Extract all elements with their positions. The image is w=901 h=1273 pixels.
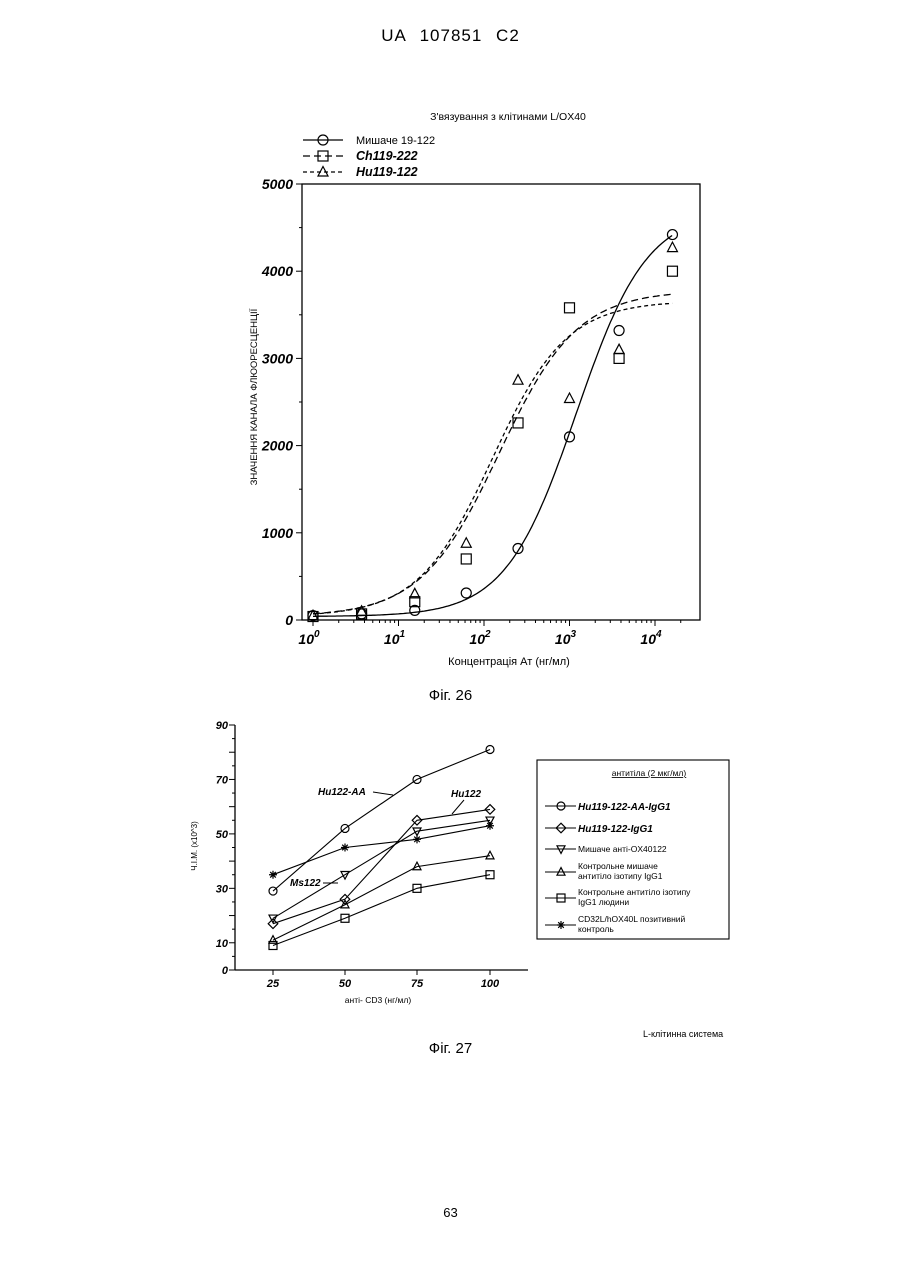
- x-tick-label: 104: [640, 629, 662, 647]
- x-tick-label: 100: [298, 629, 320, 647]
- data-point: [667, 266, 677, 276]
- legend-label: Hu119-122: [356, 165, 418, 179]
- data-point: [486, 822, 494, 830]
- legend-label: Контрольне антитіло ізотипуIgG1 людини: [578, 887, 691, 907]
- legend-label: Ch119-222: [356, 149, 418, 163]
- series-line: [273, 750, 490, 892]
- axes: 0 1000 2000 3000 4000 5000 100 101 102 103 104: [261, 176, 681, 647]
- legend-label: Контрольне мишачеантитіло ізотипу IgG1: [578, 861, 663, 881]
- data-points: [268, 746, 495, 950]
- annotations: Hu122-AA Hu122 Ms122: [290, 787, 481, 889]
- fit-curves: [313, 236, 672, 617]
- cell-system-note: L-клітинна система: [643, 1029, 723, 1039]
- data-point: [565, 303, 575, 313]
- series-line: [273, 856, 490, 940]
- y-tick-label: 90: [216, 720, 229, 732]
- fit-curve: [313, 303, 672, 614]
- data-point: [413, 835, 421, 843]
- y-tick-label: 2000: [261, 438, 293, 454]
- data-point: [614, 325, 624, 335]
- axes: 0 10 30 50 70 90 25 50 75 100: [216, 720, 528, 990]
- figure-26-chart: З'вязування з клітинами L/OX40 Мишаче 19…: [0, 0, 901, 700]
- fit-curve: [313, 294, 672, 614]
- legend-label: Hu119-122-AA-IgG1: [578, 802, 671, 813]
- x-axis-label: Концентрація Ат (нг/мл): [448, 656, 570, 668]
- data-point: [461, 588, 471, 598]
- annotation-leader: [373, 792, 393, 795]
- legend-marker: [557, 846, 565, 854]
- chart-title: З'вязування з клітинами L/OX40: [430, 111, 586, 123]
- y-tick-label: 70: [216, 774, 229, 786]
- data-point: [565, 393, 575, 403]
- data-point: [513, 375, 523, 385]
- legend-marker: [318, 167, 328, 177]
- data-point: [341, 844, 349, 852]
- data-point: [667, 242, 677, 252]
- data-point: [667, 230, 677, 240]
- figure-27-chart: 01030507090255075100 Hu122-AAHu122Ms122 …: [0, 700, 901, 1020]
- chart-legend: антитіла (2 мкг/мл) Hu119-122-AA-IgG1 Hu11…: [545, 768, 691, 934]
- y-tick-label: 10: [216, 938, 229, 950]
- series-line: [273, 826, 490, 875]
- x-tick-label: 50: [339, 978, 352, 990]
- x-axis-label: анті- CD3 (нг/мл): [345, 995, 412, 1005]
- annotation-label: Hu122: [451, 789, 481, 800]
- y-tick-label: 30: [216, 883, 229, 895]
- series-line: [273, 809, 490, 923]
- y-tick-label: 1000: [262, 525, 293, 541]
- data-point: [614, 353, 624, 363]
- y-tick-label: 3000: [262, 350, 293, 366]
- legend-label: Hu119-122-IgG1: [578, 824, 653, 835]
- x-tick-label: 100: [481, 978, 500, 990]
- fit-curve: [313, 236, 672, 617]
- figure-27-caption: Фіг. 27: [0, 1040, 901, 1057]
- data-point: [269, 871, 277, 879]
- x-tick-label: 102: [469, 629, 491, 647]
- y-tick-label: 5000: [262, 176, 293, 192]
- legend-label: Мишаче анті-OX40122: [578, 844, 667, 854]
- data-point: [614, 344, 624, 354]
- plot-frame: [302, 184, 700, 620]
- annotation-label: Hu122-AA: [318, 787, 366, 798]
- data-point: [461, 538, 471, 548]
- page-number: 63: [0, 1205, 901, 1220]
- x-tick-label: 103: [555, 629, 577, 647]
- x-tick-label: 101: [384, 629, 406, 647]
- chart-legend: Мишаче 19-122 Ch119-222 Hu119-122: [303, 135, 435, 179]
- legend-label: CD32L/hOX40L позитивнийконтроль: [578, 914, 686, 934]
- annotation-label: Ms122: [290, 878, 321, 889]
- data-points: [308, 230, 677, 622]
- annotation-leader: [452, 800, 464, 814]
- y-tick-label: 0: [222, 965, 229, 977]
- legend-title: антитіла (2 мкг/мл): [612, 768, 687, 778]
- data-point: [357, 609, 367, 619]
- y-tick-label: 50: [216, 829, 229, 841]
- y-tick-label: 0: [285, 612, 293, 628]
- y-axis-label: Ч.І.М. (х10^3): [190, 821, 199, 871]
- legend-label: Мишаче 19-122: [356, 135, 435, 147]
- legend-marker: [557, 921, 565, 929]
- y-tick-label: 4000: [261, 263, 293, 279]
- data-point: [269, 936, 277, 944]
- data-point: [461, 554, 471, 564]
- x-tick-label: 25: [266, 978, 280, 990]
- y-axis-label: ЗНАЧЕННЯ КАНАЛА ФЛЮОРЕСЦЕНЦІЇ: [249, 308, 260, 485]
- series-lines: [273, 750, 490, 946]
- x-tick-label: 75: [411, 978, 424, 990]
- legend-marker: [557, 868, 565, 876]
- data-point: [486, 851, 494, 859]
